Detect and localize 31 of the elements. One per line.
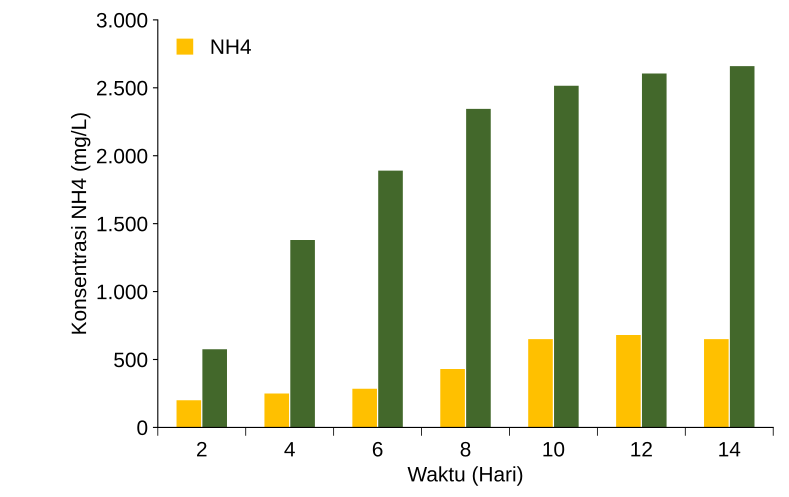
legend-label: NH4 [212,40,251,54]
y-tick-label: 2.000 [96,148,148,164]
x-tick-label: 12 [631,442,652,456]
bar [264,393,290,428]
bar [704,339,729,428]
y-tick-label: 0 [137,420,148,436]
bar [642,74,667,428]
x-tick-label: 14 [719,442,740,456]
bar [730,66,754,428]
y-tick-label: 1.500 [98,216,148,232]
bar [528,339,553,428]
bar [176,400,202,428]
bar [466,108,491,428]
y-tick-label: 1.000 [98,284,148,300]
y-tick-label: 3.000 [96,12,148,28]
bar [440,369,465,428]
bar [378,170,403,428]
x-axis-title: Waktu (Hari) [408,466,522,486]
y-axis-title: Konsentrasi NH4 (mg/L) [70,113,90,334]
bar [290,240,315,428]
bar [202,349,227,428]
x-tick-label: 8 [460,442,470,457]
bar [352,388,377,428]
bar [554,86,579,428]
x-tick-label: 2 [197,442,207,456]
bar [616,335,641,428]
y-tick-label: 2.500 [96,80,148,96]
x-tick-label: 4 [284,442,295,456]
x-tick-label: 6 [372,442,382,457]
x-tick-label: 10 [543,442,564,457]
y-tick-label: 500 [114,352,148,368]
